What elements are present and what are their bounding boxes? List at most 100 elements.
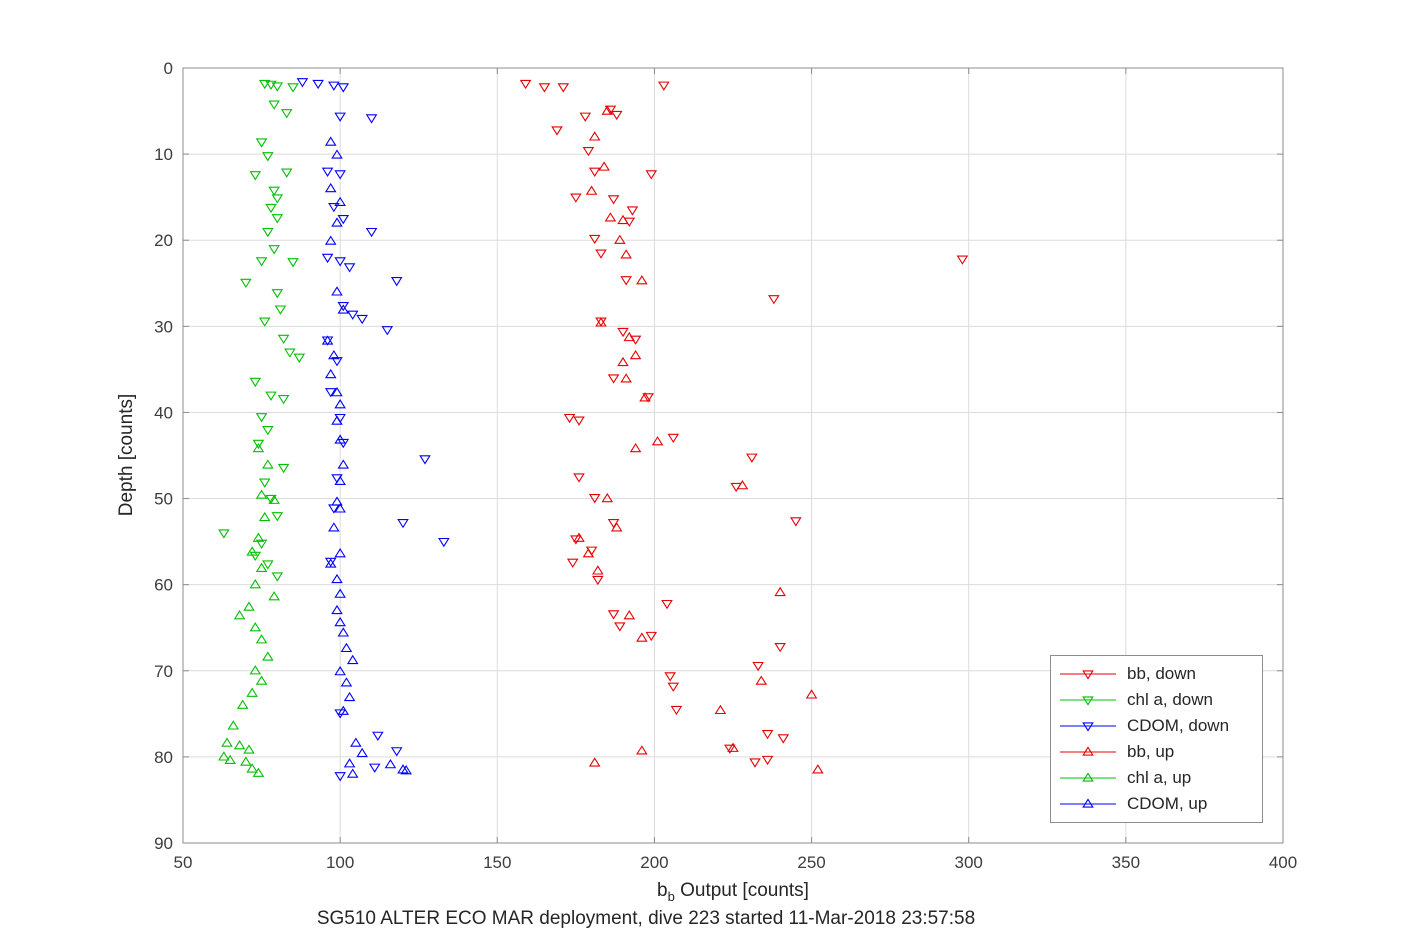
marker-up — [236, 699, 249, 709]
marker-down — [265, 203, 277, 214]
marker-up — [1082, 798, 1094, 808]
marker-up — [573, 532, 585, 542]
marker-down — [249, 551, 262, 562]
marker-down — [356, 314, 368, 325]
marker-down — [271, 512, 284, 522]
marker-down — [337, 215, 350, 225]
marker-up — [636, 632, 648, 642]
marker-up — [582, 548, 595, 558]
marker-down — [661, 599, 673, 610]
marker-down — [419, 455, 431, 465]
marker-down — [645, 170, 658, 180]
marker-up — [268, 591, 280, 601]
marker-up — [324, 368, 337, 379]
marker-down — [730, 482, 742, 493]
marker-down — [582, 147, 595, 157]
marker-up — [340, 642, 353, 653]
marker-up — [620, 373, 632, 383]
legend[interactable]: bb, down chl a, down CDOM, down bb, up c… — [1050, 655, 1263, 823]
marker-up — [337, 459, 350, 469]
marker-down — [346, 310, 359, 320]
marker-down — [592, 575, 604, 586]
marker-up — [350, 737, 362, 747]
y-tick-label: 90 — [154, 834, 173, 853]
marker-up — [346, 654, 359, 665]
marker-down — [579, 112, 592, 122]
marker-up — [595, 317, 607, 327]
x-tick-label: 50 — [174, 853, 193, 872]
marker-up — [249, 622, 262, 632]
marker-down — [438, 537, 450, 548]
marker-down — [368, 763, 381, 773]
marker-up — [331, 217, 343, 227]
marker-down — [956, 255, 969, 265]
series-chl-a-up — [218, 442, 280, 777]
marker-down — [1082, 696, 1094, 706]
marker-up — [324, 235, 337, 245]
y-tick-label: 60 — [154, 576, 173, 595]
marker-down — [595, 249, 607, 259]
marker-up — [331, 496, 343, 506]
marker-up — [255, 562, 268, 572]
x-tick-label: 250 — [797, 853, 825, 872]
marker-up — [400, 765, 412, 775]
marker-up — [636, 275, 648, 285]
marker-down — [277, 463, 290, 474]
marker-up — [328, 349, 340, 360]
legend-marker-bb-up-icon — [1060, 746, 1116, 756]
marker-down — [321, 167, 334, 177]
marker-down — [551, 126, 563, 136]
x-axis-label: bb Output [counts] — [183, 880, 1283, 904]
marker-down — [252, 439, 265, 450]
marker-down — [749, 758, 761, 768]
marker-down — [588, 167, 601, 177]
marker-down — [365, 114, 378, 124]
marker-down — [620, 276, 632, 286]
marker-up — [331, 604, 343, 615]
marker-down — [328, 81, 340, 91]
marker-up — [334, 475, 346, 485]
marker-down — [218, 529, 230, 539]
marker-up — [623, 331, 636, 342]
marker-down — [777, 734, 790, 744]
marker-down — [274, 305, 287, 315]
legend-item: CDOM, up — [1051, 791, 1262, 817]
marker-up — [331, 573, 343, 584]
marker-down — [570, 535, 582, 545]
marker-up — [651, 436, 664, 446]
marker-down — [328, 202, 340, 213]
marker-up — [246, 763, 258, 773]
marker-down — [255, 138, 268, 148]
marker-up — [617, 356, 629, 367]
marker-down — [280, 109, 293, 119]
marker-down — [626, 206, 639, 216]
marker-up — [397, 764, 409, 774]
marker-up — [774, 586, 786, 597]
marker-up — [324, 136, 337, 146]
marker-up — [334, 196, 346, 206]
marker-down — [1082, 670, 1094, 680]
marker-down — [645, 631, 658, 642]
legend-item: bb, down — [1051, 661, 1262, 687]
marker-up — [588, 131, 601, 141]
marker-up — [585, 185, 598, 195]
marker-down — [271, 214, 284, 224]
marker-down — [573, 473, 585, 483]
marker-up — [224, 754, 236, 764]
y-tick-label: 50 — [154, 490, 173, 509]
marker-down — [642, 393, 654, 403]
marker-down — [265, 494, 277, 505]
marker-down — [324, 557, 337, 568]
legend-label: CDOM, down — [1127, 716, 1230, 735]
marker-down — [334, 170, 346, 180]
marker-up — [620, 249, 632, 259]
marker-down — [365, 227, 378, 238]
series-chl-a-down — [218, 79, 306, 582]
marker-down — [337, 83, 350, 93]
marker-up — [337, 627, 350, 637]
marker-down — [557, 83, 570, 93]
marker-up — [240, 756, 252, 766]
marker-up — [601, 105, 614, 115]
x-tick-label: 150 — [483, 853, 511, 872]
